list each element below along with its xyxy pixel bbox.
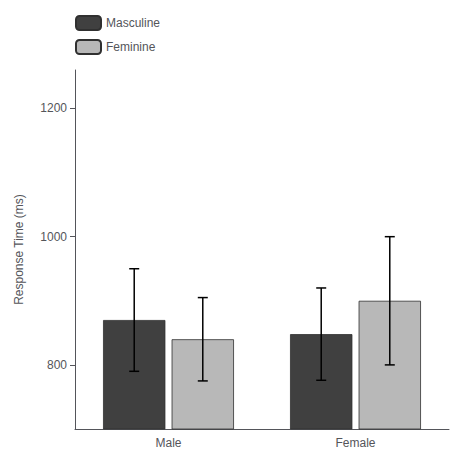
- svg-text:Masculine: Masculine: [106, 16, 160, 30]
- svg-text:Female: Female: [335, 436, 375, 450]
- svg-text:Male: Male: [155, 436, 181, 450]
- svg-text:1200: 1200: [40, 101, 67, 115]
- svg-text:1000: 1000: [40, 230, 67, 244]
- svg-text:Feminine: Feminine: [106, 40, 156, 54]
- svg-text:800: 800: [47, 358, 67, 372]
- svg-text:Response Time (ms): Response Time (ms): [12, 194, 26, 305]
